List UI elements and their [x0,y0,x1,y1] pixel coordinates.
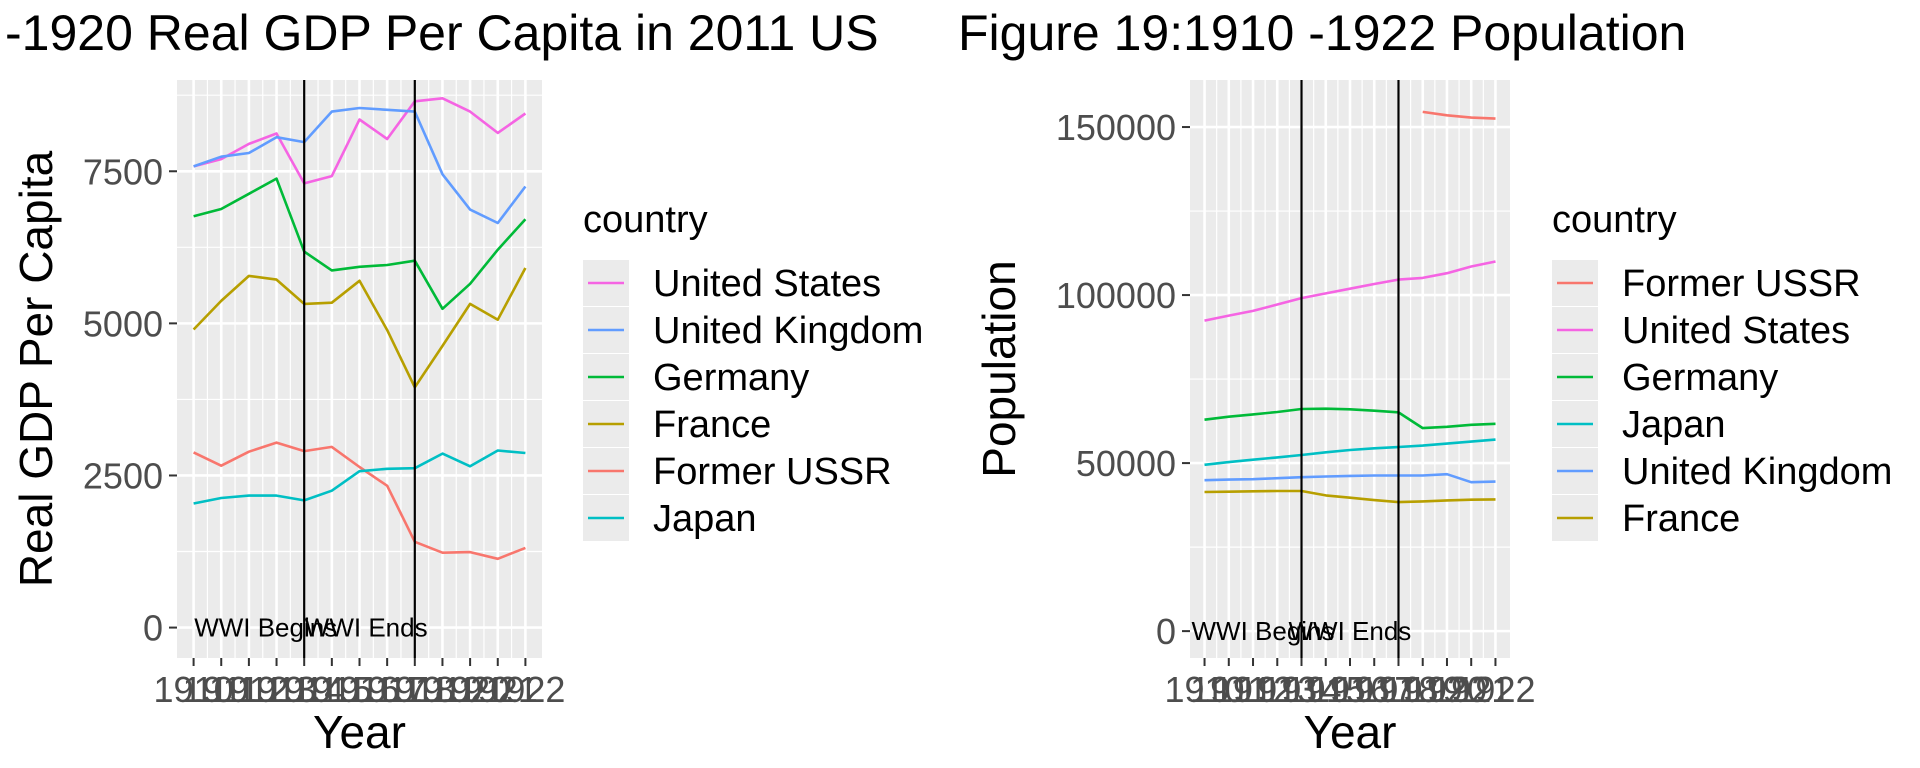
y-tick-label: 150000 [1056,107,1176,148]
x-tick-label: 1912 [1213,669,1293,710]
y-tick-label: 2500 [83,455,163,496]
event-annotation: WWI Ends [305,613,428,643]
y-tick-label: 50000 [1076,443,1176,484]
series-line-united-states [193,97,527,185]
legend-label: United States [653,263,881,305]
y-tick-label: 0 [143,608,163,649]
x-tick-label: 1921 [458,669,538,710]
x-tick-label: 1916 [1310,669,1390,710]
x-tick-label: 1910 [1164,669,1244,710]
x-tick-label: 1922 [485,669,565,710]
series-line-germany [193,177,527,311]
y-axis-title: Population [973,260,1025,477]
series-line-united-states [1204,260,1496,322]
x-tick-label: 1918 [1358,669,1438,710]
series-line-france [192,267,527,389]
x-tick-label: 1913 [236,669,316,710]
series-line-japan [1204,438,1496,467]
series-line-former-ussr [193,441,526,561]
series-line-united-kingdom [1204,472,1496,484]
x-tick-label: 1911 [183,669,260,710]
x-tick-label: 1922 [1455,669,1535,710]
legend-label: United Kingdom [1622,451,1892,493]
legend-label: France [653,404,771,446]
legend-label: Germany [1622,357,1778,399]
chart-title: Figure 19:1910 -1922 Population [958,5,1686,61]
legend-title: country [1552,199,1677,241]
event-annotation: WWI Begins [1192,616,1335,646]
series-line-japan [193,449,526,505]
series-line-france [1204,489,1496,504]
legend-label: Former USSR [653,451,892,493]
y-axis-title: Real GDP Per Capita [10,150,62,587]
event-annotation: WWI Begins [194,613,337,643]
chart-title: -1920 Real GDP Per Capita in 2011 US [5,5,879,61]
x-axis-title: Year [1304,706,1397,758]
x-tick-label: 1921 [1431,669,1511,710]
x-axis-title: Year [313,706,406,758]
x-tick-label: 1919 [1383,669,1463,710]
x-tick-label: 1914 [1261,669,1341,710]
x-tick-label: 1917 [347,669,427,710]
x-tick-label: 1914 [264,669,344,710]
y-tick-label: 5000 [83,303,163,344]
x-tick-label: 1911 [1190,669,1267,710]
x-tick-label: 1915 [292,669,372,710]
x-tick-label: 1912 [209,669,289,710]
x-tick-label: 1920 [430,669,510,710]
x-tick-label: 1910 [154,669,234,710]
series-line-former-ussr [1422,110,1496,120]
event-annotation: WWI Ends [1288,616,1411,646]
legend-label: France [1622,498,1740,540]
x-tick-label: 1920 [1407,669,1487,710]
legend-label: Japan [653,498,757,540]
x-tick-label: 1918 [375,669,455,710]
x-tick-label: 1916 [319,669,399,710]
legend-label: United States [1622,310,1850,352]
legend-label: Former USSR [1622,263,1861,305]
x-tick-label: 1917 [1334,669,1414,710]
series-line-united-kingdom [193,106,527,225]
legend-label: Japan [1622,404,1726,446]
x-tick-label: 1915 [1286,669,1366,710]
legend-label: United Kingdom [653,310,923,352]
legend-title: country [583,199,708,241]
x-tick-label: 1919 [402,669,482,710]
legend-label: Germany [653,357,809,399]
y-tick-label: 0 [1156,611,1176,652]
y-tick-label: 100000 [1056,275,1176,316]
y-tick-label: 7500 [83,151,163,192]
series-line-germany [1204,407,1496,430]
x-tick-label: 1913 [1237,669,1317,710]
